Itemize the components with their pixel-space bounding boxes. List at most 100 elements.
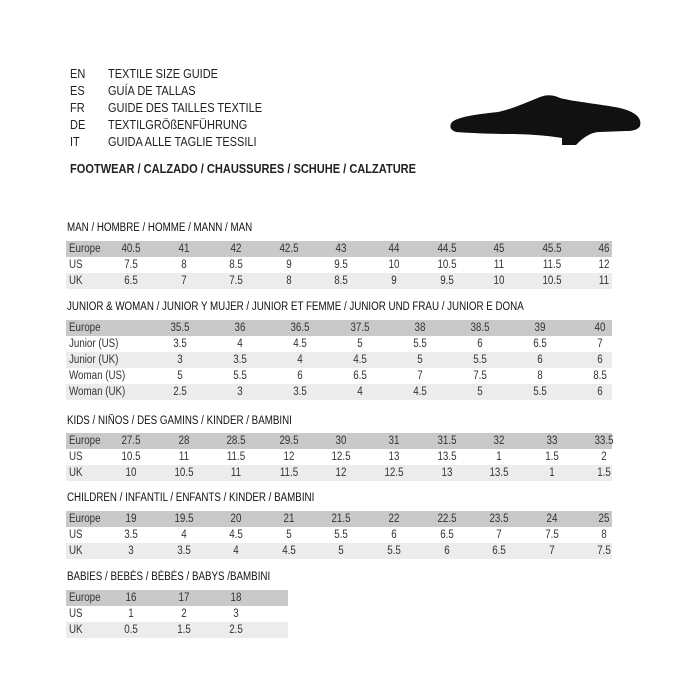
section-title: KIDS / NIÑOS / DES GAMINS / KINDER / BAM… bbox=[67, 415, 292, 427]
size-cell: 2 bbox=[180, 608, 187, 620]
size-cell: 3.5 bbox=[173, 338, 187, 350]
size-cell: 4.5 bbox=[229, 529, 243, 541]
size-cell: 3 bbox=[233, 608, 239, 620]
size-cell: 3.5 bbox=[293, 386, 307, 398]
size-cell: 5.5 bbox=[533, 386, 547, 398]
size-cell: 37.5 bbox=[350, 322, 370, 334]
table-row: Europe 40.5 41 42 42.5 43 44 44.5 45 45.5 46 bbox=[66, 241, 612, 257]
size-cell: 10 bbox=[493, 275, 505, 287]
size-cell: 23.5 bbox=[489, 513, 509, 525]
size-cell: 22.5 bbox=[437, 513, 457, 525]
row-label: US bbox=[69, 608, 83, 620]
size-cell: 1.5 bbox=[176, 624, 191, 636]
size-cell: 21 bbox=[283, 513, 295, 525]
size-cell: 21.5 bbox=[331, 513, 351, 525]
size-cell: 42 bbox=[230, 243, 242, 255]
size-cell: 38 bbox=[414, 322, 426, 334]
size-cell: 7.5 bbox=[229, 275, 243, 287]
size-cell: 9.5 bbox=[334, 259, 349, 271]
size-cell: 13.5 bbox=[437, 451, 457, 463]
language-title: GUÍA DE TALLAS bbox=[108, 84, 196, 98]
size-cell: 5.5 bbox=[233, 370, 247, 382]
table-row: UK 3 3.5 4 4.5 5 5.5 6 6.5 7 7.5 bbox=[66, 543, 612, 559]
size-cell: 30 bbox=[335, 435, 347, 447]
size-cell: 7 bbox=[549, 545, 555, 557]
size-cell: 13 bbox=[441, 467, 453, 479]
size-cell: 2 bbox=[601, 451, 608, 463]
size-cell: 44.5 bbox=[437, 243, 457, 255]
table-row: Junior (US) 3.5 4 4.5 5 5.5 6 6.5 7 bbox=[66, 336, 612, 352]
row-label: US bbox=[69, 451, 83, 463]
size-cell: 7.5 bbox=[473, 370, 487, 382]
size-cell: 44 bbox=[388, 243, 400, 255]
size-cell: 11 bbox=[599, 275, 610, 287]
row-label: US bbox=[69, 529, 83, 541]
size-cell: 16 bbox=[125, 592, 137, 604]
footwear-heading: FOOTWEAR / CALZADO / CHAUSSURES / SCHUHE… bbox=[70, 161, 417, 176]
size-cell: 5.5 bbox=[387, 545, 401, 557]
size-cell: 6 bbox=[297, 370, 303, 382]
size-cell: 1.5 bbox=[544, 451, 559, 463]
size-cell: 5 bbox=[286, 529, 292, 541]
size-cell: 28 bbox=[178, 435, 190, 447]
language-code: ES bbox=[70, 84, 85, 98]
size-cell: 33 bbox=[546, 435, 558, 447]
table-row: US 10.5 11 11.5 12 12.5 13 13.5 1 1.5 2 bbox=[66, 449, 612, 465]
row-label: US bbox=[69, 259, 83, 271]
size-cell: 5.5 bbox=[334, 529, 349, 541]
size-cell: 4.5 bbox=[353, 354, 367, 366]
size-cell: 7 bbox=[496, 529, 502, 541]
size-cell: 6 bbox=[597, 386, 603, 398]
size-cell: 10 bbox=[125, 467, 137, 479]
size-cell: 31 bbox=[388, 435, 400, 447]
row-label: Europe bbox=[69, 243, 101, 255]
size-cell: 40 bbox=[594, 322, 606, 334]
size-cell: 5.5 bbox=[413, 338, 427, 350]
size-cell: 7 bbox=[597, 338, 603, 350]
size-cell: 12.5 bbox=[384, 467, 404, 479]
row-label: UK bbox=[69, 275, 83, 287]
row-label: UK bbox=[69, 545, 83, 557]
size-cell: 6.5 bbox=[492, 545, 506, 557]
size-cell: 3.5 bbox=[124, 529, 138, 541]
row-label: UK bbox=[69, 467, 83, 479]
row-label: Europe bbox=[69, 322, 101, 334]
table-row: UK 0.5 1.5 2.5 bbox=[66, 622, 288, 638]
row-label: Europe bbox=[69, 435, 101, 447]
size-cell: 5.5 bbox=[473, 354, 487, 366]
table-row: UK 6.5 7 7.5 8 8.5 9 9.5 10 10.5 11 bbox=[66, 273, 612, 289]
size-cell: 7.5 bbox=[124, 259, 138, 271]
size-cell: 3.5 bbox=[233, 354, 247, 366]
size-cell: 8 bbox=[601, 529, 608, 541]
size-cell: 17 bbox=[178, 592, 190, 604]
size-cell: 45.5 bbox=[542, 243, 562, 255]
size-cell: 3.5 bbox=[176, 545, 191, 557]
section-title: BABIES / BEBÉS / BÉBÉS / BABYS /BAMBINI bbox=[67, 571, 271, 583]
size-cell: 4 bbox=[237, 338, 243, 350]
language-code: IT bbox=[70, 135, 80, 149]
size-cell: 6.5 bbox=[353, 370, 367, 382]
row-label: Junior (UK) bbox=[69, 354, 119, 366]
size-cell: 28.5 bbox=[226, 435, 246, 447]
size-cell: 8 bbox=[286, 275, 292, 287]
size-cell: 13 bbox=[388, 451, 400, 463]
size-cell: 10.5 bbox=[437, 259, 457, 271]
size-cell: 5 bbox=[477, 386, 483, 398]
table-row: US 1 2 3 bbox=[66, 606, 288, 622]
size-cell: 25 bbox=[598, 513, 610, 525]
size-cell: 46 bbox=[598, 243, 610, 255]
size-cell: 27.5 bbox=[121, 435, 141, 447]
size-cell: 2.5 bbox=[173, 386, 187, 398]
size-cell: 33.5 bbox=[594, 435, 614, 447]
size-cell: 8 bbox=[180, 259, 187, 271]
size-cell: 11 bbox=[231, 467, 242, 479]
language-code: FR bbox=[70, 101, 85, 115]
size-cell: 36.5 bbox=[290, 322, 310, 334]
size-cell: 12 bbox=[283, 451, 295, 463]
language-code: DE bbox=[70, 118, 86, 132]
size-cell: 42.5 bbox=[279, 243, 299, 255]
size-cell: 4.5 bbox=[293, 338, 307, 350]
size-cell: 7.5 bbox=[597, 545, 612, 557]
section-title: CHILDREN / INFANTIL / ENFANTS / KINDER /… bbox=[67, 492, 315, 504]
size-cell: 22 bbox=[388, 513, 400, 525]
